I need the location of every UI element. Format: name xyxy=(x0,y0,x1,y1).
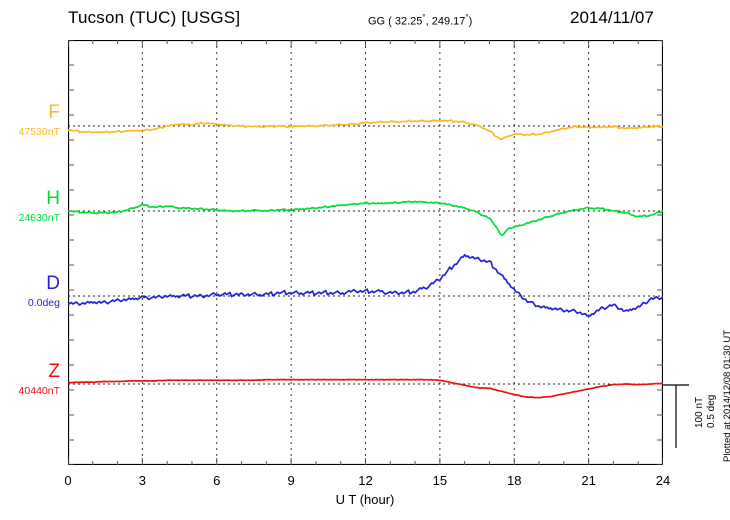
component-baseline-z: 40440nT xyxy=(18,385,60,397)
component-label-f: F xyxy=(48,102,60,123)
scale-bar-deg-label: 0.5 deg xyxy=(706,394,717,428)
x-tick-label-18: 18 xyxy=(507,473,522,488)
geo-latitude: 32.25 xyxy=(394,15,423,28)
x-tick-label-15: 15 xyxy=(432,473,448,488)
x-axis-title: U T (hour) xyxy=(335,492,395,507)
component-label-d: D xyxy=(46,273,60,294)
x-tick-label-24: 24 xyxy=(655,473,671,488)
magnetogram-plot xyxy=(68,40,663,465)
geo-longitude: 249.17 xyxy=(431,15,466,28)
x-tick-label-0: 0 xyxy=(64,473,72,488)
x-tick-label-3: 3 xyxy=(138,473,146,488)
component-baseline-d: 0.0deg xyxy=(27,297,60,309)
geo-prefix: GG ( xyxy=(368,15,395,28)
x-tick-label-21: 21 xyxy=(581,473,596,488)
scale-bar-nt-label: 100 nT xyxy=(694,396,705,428)
observation-date: 2014/11/07 xyxy=(570,8,654,27)
component-label-z: Z xyxy=(48,361,60,382)
x-tick-label-12: 12 xyxy=(358,473,373,488)
station-title: Tucson (TUC) [USGS] xyxy=(68,8,241,27)
x-tick-label-9: 9 xyxy=(287,473,295,488)
x-tick-label-6: 6 xyxy=(213,473,221,488)
degree-symbol-lon: ° xyxy=(465,13,469,22)
plotted-at-timestamp: Plotted at 2014/12/08 01:30 UT xyxy=(722,329,730,462)
geo-suffix: ) xyxy=(468,15,473,28)
plot-area xyxy=(68,40,663,465)
scale-bar xyxy=(663,384,689,448)
geo-separator: , xyxy=(425,15,432,28)
component-baseline-f: 47530nT xyxy=(18,126,60,138)
degree-symbol-lat: ° xyxy=(422,13,426,22)
geographic-coordinates: GG ( 32.25°, 249.17°) xyxy=(368,13,472,28)
component-baseline-h: 24630nT xyxy=(18,212,60,224)
component-label-h: H xyxy=(46,188,60,209)
